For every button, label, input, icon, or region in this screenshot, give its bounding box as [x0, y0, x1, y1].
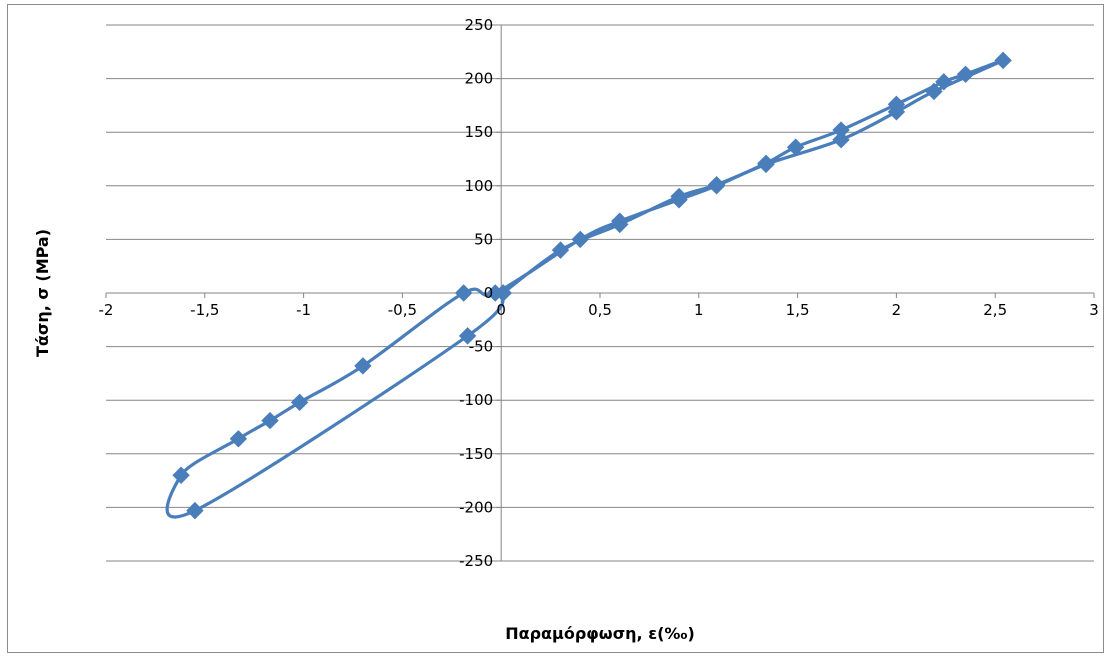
data-point-marker — [354, 357, 372, 375]
x-tick-label: 2,5 — [983, 301, 1007, 319]
y-axis-title: Τάση, σ (MPa) — [33, 229, 52, 357]
data-point-marker — [670, 191, 688, 209]
data-point-marker — [786, 138, 805, 156]
data-point-marker — [186, 501, 204, 520]
y-tick-label: -100 — [459, 391, 493, 409]
series-marker-layer — [172, 51, 1012, 520]
data-point-marker — [229, 430, 248, 448]
x-tick-label: 3 — [1089, 301, 1099, 319]
tick-labels: -2 -1,5 -1 -0,5 0 0,5 1 1,5 2 2,5 3 250 200 150 100 50 0… — [99, 16, 1099, 570]
x-tick-label: 1,5 — [786, 301, 810, 319]
data-point-marker — [935, 73, 953, 91]
data-point-marker — [551, 241, 570, 259]
y-tick-label: -200 — [459, 498, 493, 516]
x-tick-label: 1 — [694, 301, 704, 319]
data-point-marker — [611, 212, 629, 230]
chart-svg: -2 -1,5 -1 -0,5 0 0,5 1 1,5 2 2,5 3 250 200 150 100 50 0… — [33, 16, 1099, 643]
y-tick-label: 150 — [465, 123, 494, 141]
data-point-marker — [757, 155, 775, 174]
y-tick-label: -150 — [459, 445, 493, 463]
data-point-marker — [925, 82, 943, 101]
y-tick-label: 50 — [474, 230, 493, 248]
data-point-marker — [994, 51, 1012, 70]
x-tick-label: 2 — [892, 301, 902, 319]
y-tick-label: 200 — [465, 70, 494, 88]
x-tick-label: 0 — [496, 301, 506, 319]
data-point-marker — [172, 466, 190, 484]
data-point-marker — [832, 130, 850, 149]
y-tick-label: 250 — [465, 16, 494, 34]
data-point-marker — [956, 65, 975, 84]
data-point-marker — [290, 393, 309, 412]
x-tick-label: -1,5 — [190, 301, 219, 319]
data-point-marker — [494, 284, 512, 302]
data-point-marker — [707, 177, 726, 195]
x-tick-label: -1 — [296, 301, 311, 319]
data-point-marker — [571, 230, 589, 249]
series-line-layer — [165, 58, 1006, 519]
data-point-marker — [261, 411, 279, 430]
x-tick-label: -0,5 — [388, 301, 417, 319]
y-tick-label: 100 — [465, 177, 494, 195]
data-point-marker — [458, 327, 477, 345]
y-tick-label: 0 — [484, 284, 494, 302]
chart-area: -2 -1,5 -1 -0,5 0 0,5 1 1,5 2 2,5 3 250 200 150 100 50 0… — [7, 4, 1104, 653]
axes — [105, 24, 1095, 562]
y-tick-label: -50 — [469, 338, 494, 356]
series-line — [165, 58, 1006, 519]
x-axis-title: Παραμόρφωση, ε(‰) — [505, 624, 695, 643]
data-point-marker — [454, 284, 473, 302]
y-tick-label: -250 — [459, 552, 493, 570]
x-tick-label: 0,5 — [588, 301, 612, 319]
data-point-marker — [887, 103, 906, 121]
x-tick-label: -2 — [99, 301, 114, 319]
